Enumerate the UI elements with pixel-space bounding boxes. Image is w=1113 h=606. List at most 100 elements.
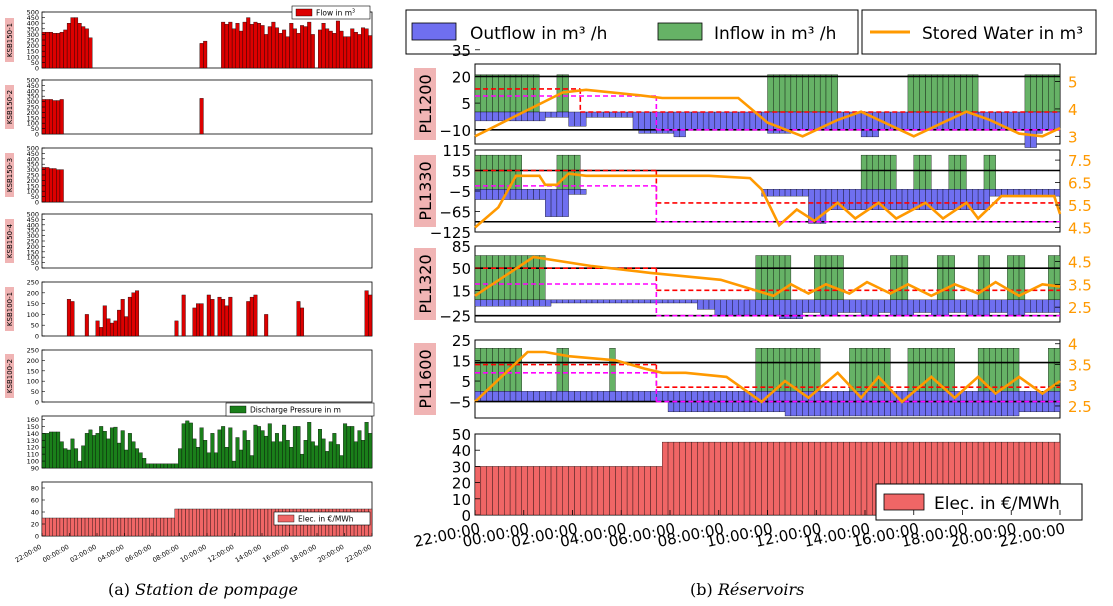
outflow-bar: [936, 189, 944, 210]
outflow-bar: [609, 299, 616, 304]
bar: [353, 31, 358, 69]
outflow-bar: [796, 111, 803, 130]
bar: [81, 445, 86, 469]
inflow-bar: [515, 348, 522, 392]
inflow-bar: [796, 74, 803, 113]
inflow-bar: [925, 154, 932, 190]
bar: [819, 441, 827, 516]
panel-b-plot-pl1600: −5 5 15 25 2.5 3 3.5 4 PL1600: [414, 332, 1092, 419]
bar: [228, 508, 233, 537]
outflow-bar: [545, 189, 552, 217]
inflow-bar: [878, 154, 885, 190]
outflow-bar: [702, 299, 710, 310]
y-tick-label: 10: [452, 491, 471, 509]
outflow-bar: [995, 189, 1002, 197]
inflow-bar: [913, 154, 920, 190]
outflow-bar: [814, 391, 821, 417]
inflow-bar: [773, 348, 780, 392]
bar: [346, 426, 351, 469]
y-tick-label: 250: [27, 347, 39, 355]
bar: [545, 466, 552, 516]
bar: [188, 422, 193, 469]
outflow-bar: [527, 189, 534, 200]
outflow-bar: [621, 111, 628, 118]
outflow-bar: [1024, 299, 1031, 313]
bar: [45, 167, 50, 203]
bar: [790, 441, 797, 516]
bar: [574, 466, 581, 516]
bar: [45, 517, 50, 537]
y-tick-label: 30: [452, 458, 471, 476]
outflow-bar: [977, 111, 985, 130]
bar: [88, 517, 93, 537]
outflow-bar: [831, 391, 838, 417]
y-tick-label: 200: [27, 243, 39, 251]
bar: [289, 23, 294, 69]
legend-box-flows: [405, 9, 859, 55]
y-tick-label: 150: [27, 248, 39, 256]
x-tick-label: 02:00:00: [69, 543, 98, 565]
y-tick-label: 250: [27, 104, 39, 112]
y-tick-label: 115: [442, 142, 471, 160]
outflow-bar: [784, 189, 792, 197]
outflow-bar: [872, 391, 879, 417]
outflow-bar: [931, 391, 938, 417]
bar: [720, 441, 727, 516]
outflow-bar: [539, 299, 546, 307]
outflow-bar: [890, 299, 897, 316]
outflow-bar: [814, 299, 821, 313]
bar: [59, 99, 64, 135]
bar: [621, 466, 628, 516]
bar: [755, 441, 762, 516]
bar: [120, 517, 125, 537]
outflow-bar: [1001, 299, 1008, 313]
outflow-bar: [884, 391, 891, 417]
outflow-bar: [761, 299, 768, 316]
bar: [99, 517, 104, 537]
bar: [135, 290, 140, 337]
bar: [837, 441, 844, 516]
outflow-bar: [580, 111, 587, 127]
outflow-bar: [708, 299, 716, 310]
outflow-bar: [1018, 299, 1026, 316]
inflow-bar: [498, 74, 505, 113]
bar: [113, 517, 118, 537]
legend-label: Elec. in €/MWh: [934, 494, 1060, 514]
legend-swatch-outflow: [411, 22, 457, 41]
bar: [77, 460, 82, 469]
bar: [206, 452, 211, 469]
bar: [81, 26, 86, 69]
inflow-bar: [913, 348, 920, 392]
stored-water-line: [474, 255, 1061, 298]
bar: [224, 305, 229, 337]
outflow-bar: [825, 111, 833, 130]
y-tick-label: 100: [27, 120, 39, 128]
outflow-bar: [486, 299, 493, 307]
bar: [253, 424, 258, 469]
inflow-bar: [995, 348, 1002, 392]
bar: [368, 433, 373, 469]
bar: [235, 23, 240, 69]
bar: [296, 33, 301, 69]
outflow-bar: [966, 299, 973, 316]
outflow-bar: [808, 299, 815, 313]
bar: [109, 517, 114, 537]
bar: [638, 466, 645, 516]
inflow-bar: [474, 348, 482, 392]
outflow-bar: [679, 299, 686, 304]
bar: [84, 28, 89, 69]
inflow-bar: [492, 255, 499, 301]
inflow-bar: [831, 255, 838, 301]
bar: [228, 21, 233, 69]
outflow-bar: [550, 189, 558, 217]
inflow-bar: [802, 74, 809, 113]
outflow-bar: [714, 111, 721, 130]
outflow-bar: [621, 391, 628, 402]
inflow-bar: [919, 74, 926, 113]
outflow-bar: [849, 189, 856, 210]
inflow-bar: [948, 74, 955, 113]
outflow-bar: [580, 299, 587, 304]
